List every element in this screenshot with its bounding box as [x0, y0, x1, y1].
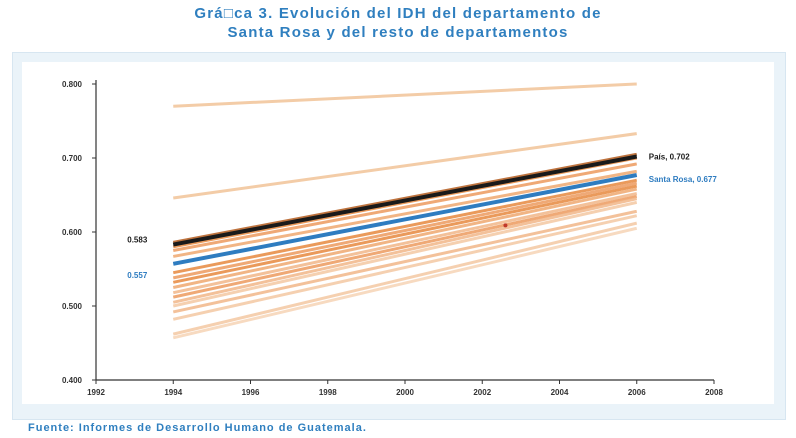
department-line-17: [172, 226, 638, 340]
y-tick-label-2: 0.600: [62, 228, 83, 237]
department-line-13: [172, 200, 638, 308]
x-tick-label-5: 2002: [473, 388, 491, 397]
plot-area: 0.400 0.500 0.600 0.700 0.800 1992 1994 1996 199…: [22, 62, 774, 404]
x-tick-label-1: 1994: [164, 388, 182, 397]
x-tick-label-8: 2008: [705, 388, 723, 397]
x-tick-label-2: 1996: [242, 388, 260, 397]
data-marker: [503, 223, 508, 228]
x-tick-label-3: 1998: [319, 388, 337, 397]
series-start-label-pa-s: 0.583: [127, 236, 148, 245]
y-tick-label-1: 0.500: [62, 302, 83, 311]
y-tick-label-4: 0.800: [62, 80, 83, 89]
chart-title-line2: Santa Rosa y del resto de departamentos: [227, 24, 569, 41]
department-line-4: [172, 162, 638, 252]
department-line-6: [172, 178, 638, 275]
series-start-label-santa-rosa: 0.557: [127, 271, 148, 280]
line-chart: 0.400 0.500 0.600 0.700 0.800 1992 1994 1996 199…: [62, 80, 723, 397]
department-line-10: [172, 192, 638, 295]
department-line-0: [173, 82, 637, 108]
department-line-9: [172, 187, 638, 289]
department-line-16: [172, 221, 638, 336]
department-line-2: [172, 152, 638, 244]
department-line-1: [173, 132, 637, 200]
chart-title: Grá□ca 3. Evolución del IDH del departam…: [0, 4, 796, 42]
department-line-12: [172, 197, 638, 304]
department-line-7: [172, 181, 638, 280]
department-line-5: [172, 169, 638, 258]
y-tick-label-0: 0.400: [62, 376, 83, 385]
series-line-pa-s: [172, 154, 638, 247]
series-end-label-santa-rosa: Santa Rosa, 0.677: [649, 175, 718, 184]
series-line-santa-rosa: [172, 173, 638, 266]
chart-title-line1: Grá□ca 3. Evolución del IDH del departam…: [194, 5, 602, 22]
series-end-label-pa-s: País, 0.702: [649, 153, 690, 162]
x-tick-label-7: 2006: [628, 388, 646, 397]
source-note: Fuente: Informes de Desarrollo Humano de…: [28, 422, 367, 434]
y-tick-label-3: 0.700: [62, 154, 83, 163]
department-line-11: [172, 195, 638, 299]
x-tick-label-6: 2004: [551, 388, 569, 397]
x-tick-label-4: 2000: [396, 388, 414, 397]
x-tick-label-0: 1992: [87, 388, 105, 397]
department-line-15: [172, 214, 638, 321]
department-line-8: [172, 184, 638, 284]
department-line-14: [172, 209, 638, 314]
